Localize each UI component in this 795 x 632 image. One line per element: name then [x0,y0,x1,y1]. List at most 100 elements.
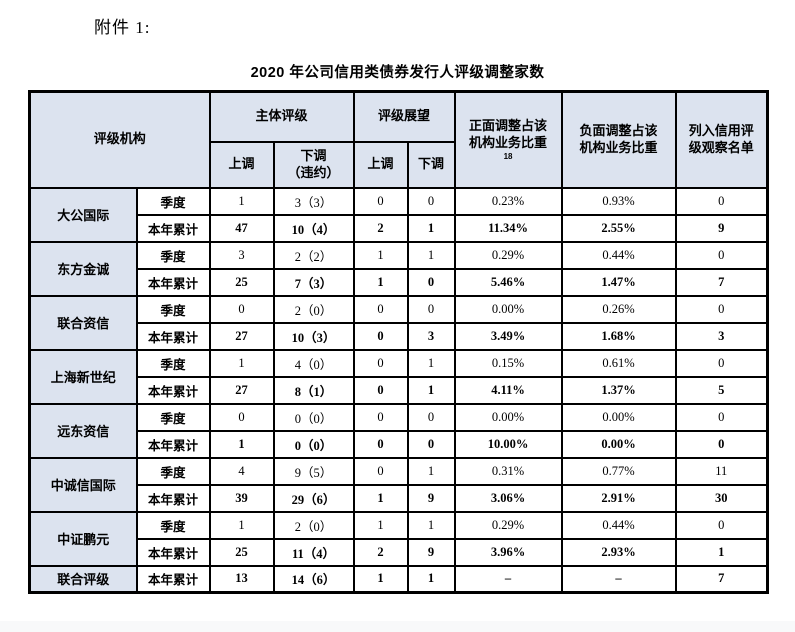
period-cell: 本年累计 [135,321,211,351]
cell-outlook-up: 1 [352,510,409,540]
period-cell: 本年累计 [135,483,211,513]
period-cell: 本年累计 [135,213,211,243]
cell-watchlist: 0 [674,510,769,540]
cell-watchlist: 0 [674,348,769,378]
header-outlook-up: 上调 [352,140,409,189]
period-cell: 本年累计 [135,429,211,459]
table-row: 本年累计 25 11（4） 2 9 3.96% 2.93% 1 [30,537,769,567]
cell-outlook-down: 0 [406,267,456,297]
attachment-label: 附件 1: [94,18,151,37]
cell-subject-up: 39 [208,483,275,513]
cell-positive-share: 0.29% [453,510,563,540]
cell-subject-up: 1 [208,510,275,540]
cell-positive-share: 3.49% [453,321,563,351]
footnote-marker-18: 18 [503,152,513,162]
cell-negative-share: 0.00% [560,429,677,459]
cell-positive-share: 0.15% [453,348,563,378]
cell-negative-share: 0.77% [560,456,677,486]
cell-watchlist: 1 [674,537,769,567]
cell-subject-down: 2（2） [272,240,355,270]
cell-subject-up: 4 [208,456,275,486]
agency-cell: 中诚信国际 [28,456,138,513]
header-outlook: 评级展望 [352,90,456,143]
table-row: 中诚信国际 季度 4 9（5） 0 1 0.31% 0.77% 11 [28,456,769,513]
header-watchlist: 列入信用评 级观察名单 [674,90,769,189]
period-cell: 本年累计 [135,537,211,567]
cell-outlook-down: 9 [406,483,456,513]
period-cell: 季度 [135,294,211,324]
table-row: 大公国际 季度 1 3（3） 0 0 0.23% 0.93% 0 [28,186,769,243]
table-row: 东方金诚 季度 3 2（2） 1 1 0.29% 0.44% 0 [28,240,769,297]
cell-positive-share: 5.46% [453,267,563,297]
cell-subject-up: 27 [208,375,275,405]
cell-outlook-down: 9 [406,537,456,567]
cell-watchlist: 0 [674,186,769,216]
header-outlook-down: 下调 [406,140,456,189]
header-row-sub: 上调 下调 （违约） 上调 下调 [30,140,768,189]
cell-subject-down: 9（5） [272,456,355,486]
cell-subject-down: 0（0） [272,402,355,432]
cell-negative-share: 0.61% [560,348,677,378]
cell-subject-up: 3 [208,240,275,270]
cell-subject-up: 0 [208,294,275,324]
header-subject-rating: 主体评级 [208,90,355,143]
cell-positive-share: 10.00% [453,429,563,459]
cell-watchlist: 7 [674,267,769,297]
cell-watchlist: 30 [674,483,769,513]
table-row: 本年累计 1 0（0） 0 0 10.00% 0.00% 0 [30,429,769,459]
cell-positive-share: 0.31% [453,456,563,486]
cell-positive-share: 0.29% [453,240,563,270]
table-row: 本年累计 25 7（3） 1 0 5.46% 1.47% 7 [30,267,769,297]
cell-positive-share: 11.34% [453,213,563,243]
cell-outlook-up: 0 [352,186,409,216]
cell-subject-down: 11（4） [272,537,355,567]
period-cell: 季度 [135,186,211,216]
cell-positive-share: 4.11% [453,375,563,405]
cell-subject-down: 3（3） [272,186,355,216]
period-cell: 季度 [135,402,211,432]
agency-cell: 联合资信 [28,294,138,351]
cell-outlook-up: 0 [352,294,409,324]
header-agency: 评级机构 [28,90,211,189]
cell-subject-down: 0（0） [272,429,355,459]
cell-outlook-up: 2 [352,213,409,243]
cell-watchlist: 5 [674,375,769,405]
cell-watchlist: 0 [674,294,769,324]
cell-subject-down: 4（0） [272,348,355,378]
cell-outlook-up: 1 [352,267,409,297]
table-row: 联合资信 季度 0 2（0） 0 0 0.00% 0.26% 0 [28,294,769,351]
table-row: 本年累计 27 10（3） 0 3 3.49% 1.68% 3 [30,321,769,351]
cell-outlook-up: 1 [352,564,409,594]
cell-outlook-down: 1 [406,375,456,405]
agency-cell: 远东资信 [28,402,138,459]
table-row: 联合评级 本年累计 13 14（6） 1 1 – – 7 [28,564,769,594]
cell-subject-up: 13 [208,564,275,594]
cell-subject-up: 0 [208,402,275,432]
period-cell: 本年累计 [135,375,211,405]
period-cell: 季度 [135,456,211,486]
cell-subject-down: 7（3） [272,267,355,297]
cell-subject-up: 1 [208,429,275,459]
cell-subject-up: 25 [208,267,275,297]
table-row: 上海新世纪 季度 1 4（0） 0 1 0.15% 0.61% 0 [28,348,769,405]
cell-watchlist: 11 [674,456,769,486]
cell-outlook-up: 0 [352,375,409,405]
cell-subject-down: 10（3） [272,321,355,351]
cell-outlook-up: 1 [352,483,409,513]
cell-outlook-down: 1 [406,240,456,270]
cell-outlook-down: 1 [406,213,456,243]
cell-negative-share: 0.26% [560,294,677,324]
cell-outlook-down: 0 [406,294,456,324]
cell-negative-share: 2.55% [560,213,677,243]
cell-subject-up: 1 [208,186,275,216]
header-subject-down: 下调 （违约） [272,140,355,189]
cell-positive-share: 3.06% [453,483,563,513]
cell-positive-share: 0.00% [453,294,563,324]
cell-outlook-up: 1 [352,240,409,270]
header-positive-share-label: 正面调整占该 机构业务比重 [469,118,548,151]
cell-subject-down: 8（1） [272,375,355,405]
cell-subject-up: 25 [208,537,275,567]
cell-positive-share: 0.23% [453,186,563,216]
cell-negative-share: 1.68% [560,321,677,351]
agency-cell: 中证鹏元 [28,510,138,567]
